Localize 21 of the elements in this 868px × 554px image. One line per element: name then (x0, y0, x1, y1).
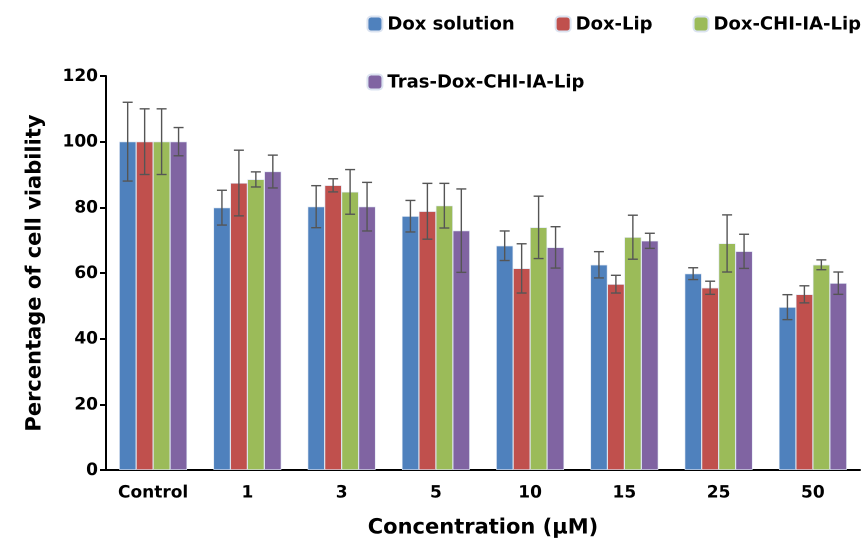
y-tick-label: 0 (86, 460, 98, 480)
x-tick-label: 50 (801, 482, 825, 502)
x-tick-label: 10 (518, 482, 542, 502)
y-tick-label: 20 (74, 394, 98, 414)
x-tick-label: Control (118, 482, 188, 502)
y-tick-label: 100 (62, 132, 98, 152)
y-tick-label: 120 (62, 66, 98, 86)
legend-label: Dox-CHI-IA-Lip (714, 14, 862, 34)
legend-label: Dox solution (387, 14, 515, 34)
y-tick-label: 80 (74, 197, 98, 218)
x-tick-label: 1 (241, 482, 254, 502)
x-axis-title: Concentration (µM) (368, 514, 598, 538)
legend-label: Dox-Lip (576, 14, 653, 34)
y-tick-label: 40 (74, 328, 98, 349)
legend-label: Tras-Dox-CHI-IA-Lip (387, 72, 585, 92)
x-tick-label: 5 (430, 482, 442, 502)
x-tick-label: 25 (706, 482, 730, 502)
y-tick-label: 60 (74, 263, 98, 283)
x-tick-label: 15 (612, 482, 636, 502)
x-tick-label: 3 (336, 482, 348, 502)
y-axis-title: Percentage of cell viability (22, 114, 46, 432)
